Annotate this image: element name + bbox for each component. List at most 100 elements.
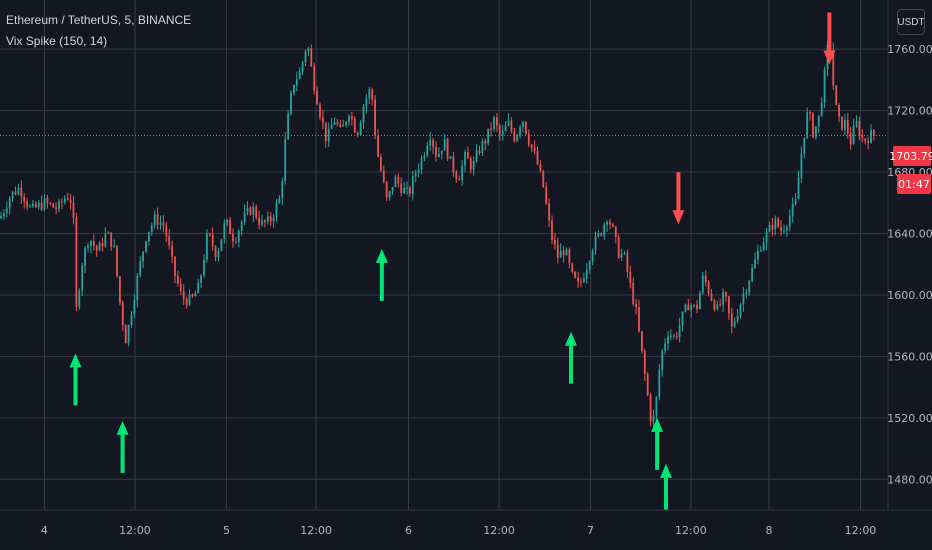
- candle-body: [295, 79, 298, 85]
- candle-body: [498, 125, 501, 135]
- candle-body: [287, 113, 289, 140]
- x-axis[interactable]: 4 12:00 5 12:00 6 12:00 7 12:00 8 12:00: [41, 524, 876, 537]
- candle-body: [452, 156, 455, 173]
- y-tick-label: 1480.00: [887, 473, 932, 486]
- candle-body: [55, 207, 57, 210]
- candle-body: [690, 305, 693, 311]
- candle-body: [336, 121, 339, 125]
- candle-body: [600, 233, 603, 236]
- candle-body: [806, 112, 809, 138]
- candle-body: [0, 216, 2, 219]
- candle-body: [858, 121, 861, 136]
- candle-body: [322, 117, 324, 123]
- candle-body: [342, 125, 345, 127]
- candle-body: [788, 215, 791, 227]
- candle-body: [153, 214, 156, 226]
- candle-body: [736, 315, 739, 322]
- candle-body: [61, 201, 63, 203]
- candle-body: [852, 126, 855, 145]
- candle-body: [237, 230, 240, 242]
- candle-body: [165, 225, 168, 237]
- candle-body: [603, 224, 606, 236]
- candle-body: [855, 121, 858, 127]
- candle-body: [217, 251, 220, 258]
- candle-body: [214, 246, 217, 258]
- candle-body: [777, 218, 780, 227]
- candle-body: [661, 350, 664, 371]
- candle-body: [406, 187, 408, 189]
- candle-body: [519, 127, 521, 135]
- candle-body: [678, 325, 681, 337]
- x-tick-label: 8: [766, 524, 773, 537]
- candle-body: [95, 245, 98, 251]
- candle-body: [301, 62, 304, 72]
- candle-body: [516, 134, 519, 141]
- currency-badge[interactable]: USDT: [897, 9, 925, 35]
- candle-body: [261, 220, 263, 225]
- candle-body: [142, 251, 144, 262]
- candle-body: [841, 116, 843, 130]
- candle-body: [69, 199, 72, 203]
- candle-body: [510, 120, 513, 131]
- candle-body: [864, 138, 867, 142]
- candle-body: [585, 269, 588, 279]
- candle-body: [385, 181, 388, 198]
- candle-body: [667, 336, 669, 344]
- candle-body: [742, 294, 745, 305]
- candle-body: [733, 321, 736, 327]
- candle-body: [130, 314, 133, 326]
- candle-body: [704, 275, 707, 283]
- candle-body: [817, 115, 820, 127]
- candle-body: [17, 187, 20, 195]
- candle-body: [324, 122, 327, 142]
- candle-body: [675, 335, 678, 337]
- candle-body: [504, 125, 507, 132]
- candle-body: [211, 234, 214, 247]
- y-tick-label: 1520.00: [887, 412, 932, 425]
- y-axis-panel: [888, 0, 932, 510]
- candle-body: [168, 236, 171, 246]
- candle-body: [345, 122, 347, 126]
- candle-body: [255, 206, 258, 218]
- candle-body: [351, 116, 353, 119]
- x-tick-label: 5: [223, 524, 230, 537]
- candle-body: [432, 139, 434, 147]
- candle-body: [652, 415, 655, 422]
- candle-body: [467, 152, 469, 159]
- candle-body: [577, 277, 579, 282]
- candle-body: [580, 281, 582, 283]
- candle-body: [179, 283, 182, 291]
- x-axis-panel: [0, 510, 932, 550]
- candle-body: [20, 187, 23, 197]
- candle-body: [429, 139, 432, 146]
- candle-body: [539, 164, 542, 171]
- y-tick-label: 1560.00: [887, 350, 932, 363]
- candle-body: [391, 186, 394, 192]
- candle-body: [423, 155, 426, 159]
- candle-body: [730, 313, 733, 327]
- candle-body: [159, 222, 162, 225]
- buy-arrow-icon: [660, 463, 672, 516]
- candle-body: [188, 294, 191, 306]
- symbol-title[interactable]: Ethereum / TetherUS, 5, BINANCE: [6, 13, 192, 27]
- candle-body: [145, 241, 147, 252]
- candle-body: [559, 250, 562, 258]
- candle-body: [765, 231, 768, 243]
- candle-body: [420, 158, 423, 170]
- candle-body: [304, 51, 307, 63]
- candle-body: [530, 144, 533, 148]
- candle-body: [400, 183, 403, 194]
- candle-body: [269, 216, 272, 222]
- candle-body: [32, 203, 34, 207]
- candle-body: [272, 217, 275, 222]
- candle-body: [525, 121, 527, 134]
- candle-body: [768, 224, 771, 232]
- candle-body: [469, 158, 472, 170]
- candle-body: [867, 141, 869, 144]
- candle-body: [63, 198, 66, 203]
- candle-body: [107, 232, 110, 234]
- indicator-label[interactable]: Vix Spike (150, 14): [6, 34, 108, 48]
- candle-body: [5, 208, 8, 213]
